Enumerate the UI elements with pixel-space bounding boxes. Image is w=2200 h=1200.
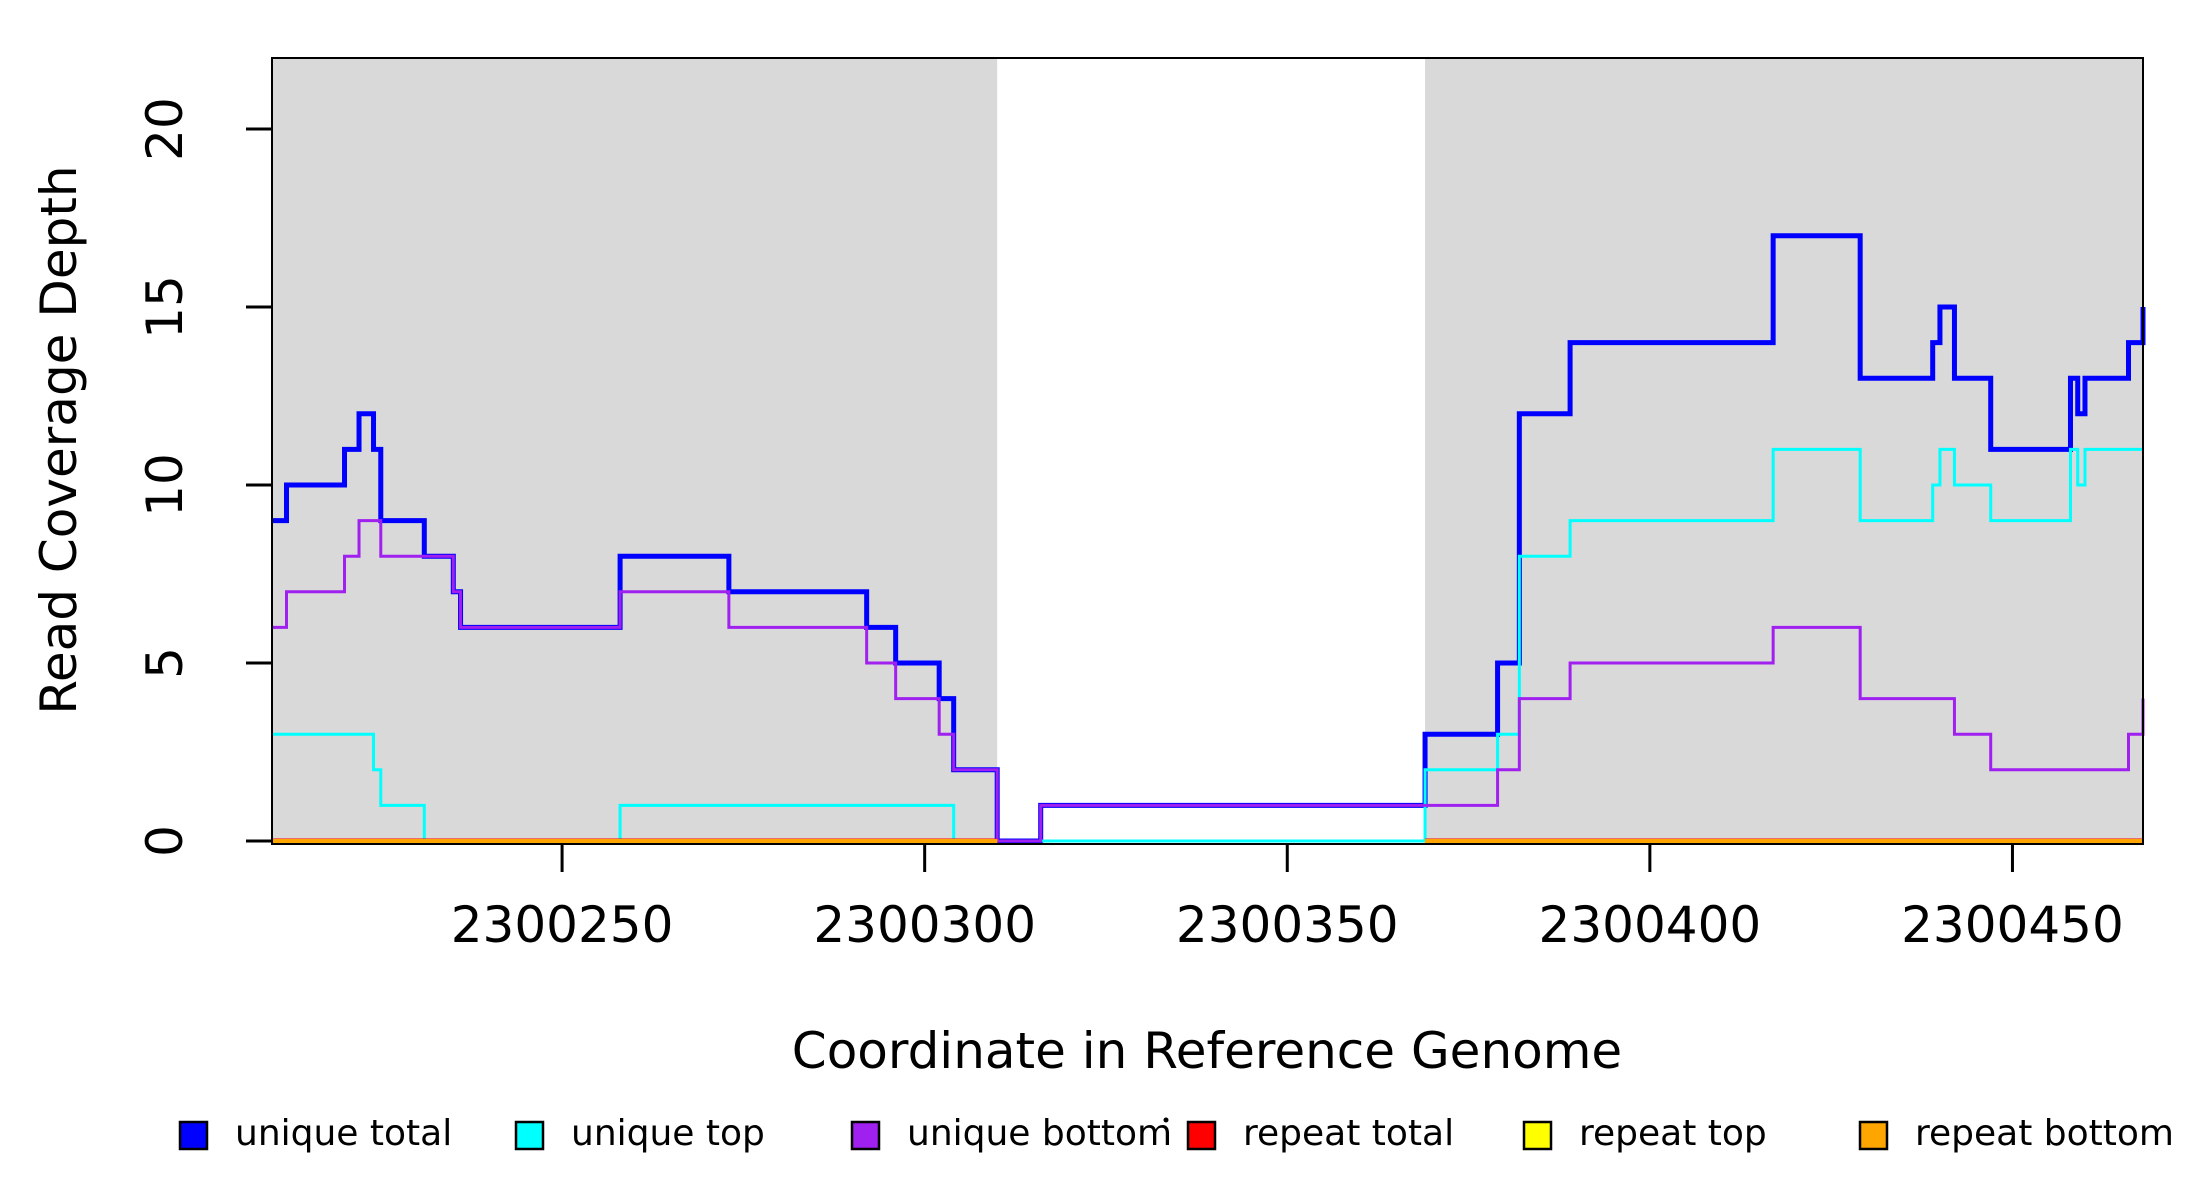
repeat-region-shade — [272, 58, 998, 844]
x-tick-label: 2300450 — [1901, 896, 2124, 954]
legend-swatch-repeat-top — [1522, 1120, 1553, 1151]
legend-label-unique-top: unique top — [571, 1113, 765, 1154]
legend-label-unique-total: unique total — [235, 1113, 452, 1154]
coverage-series-lines — [272, 233, 2146, 844]
x-axis-ticks: 2300250 2300300 2300350 2300400 2300450 — [451, 844, 2124, 954]
y-tick-label: 20 — [136, 97, 194, 161]
legend-label-repeat-bottom: repeat bottom — [1915, 1113, 2174, 1154]
legend-swatch-repeat-total — [1186, 1120, 1217, 1151]
legend-swatch-unique-bottom — [850, 1120, 881, 1151]
legend-swatch-repeat-bottom — [1858, 1120, 1889, 1151]
repeat-region-shading — [272, 58, 2143, 844]
y-tick-label: 15 — [136, 275, 194, 339]
x-axis-title: Coordinate in Reference Genome — [792, 1022, 1622, 1080]
x-tick-label: 2300350 — [1176, 896, 1399, 954]
x-tick-label: 2300400 — [1539, 896, 1762, 954]
stray-dot — [1163, 1117, 1169, 1123]
y-axis-title: Read Coverage Depth — [30, 165, 88, 714]
y-axis-ticks: 0 5 10 15 20 — [136, 97, 272, 857]
plot-border-box — [271, 57, 2144, 845]
y-tick-label: 0 — [136, 825, 194, 857]
y-tick-label: 5 — [136, 647, 194, 679]
series-line-unique-bottom — [272, 519, 2145, 843]
legend-label-repeat-total: repeat total — [1243, 1113, 1454, 1154]
y-tick-label: 10 — [136, 453, 194, 517]
legend-swatch-unique-top — [514, 1120, 545, 1151]
legend-label-unique-bottom: unique bottom — [907, 1113, 1172, 1154]
legend: unique total unique top unique bottom repea… — [178, 1113, 2174, 1154]
x-tick-label: 2300300 — [813, 896, 1036, 954]
x-tick-label: 2300250 — [451, 896, 674, 954]
legend-label-repeat-top: repeat top — [1579, 1113, 1767, 1154]
legend-swatch-unique-total — [178, 1120, 209, 1151]
